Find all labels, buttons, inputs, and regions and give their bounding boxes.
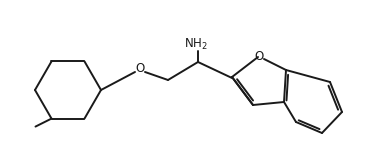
Text: O: O — [254, 49, 264, 62]
Text: NH$_2$: NH$_2$ — [184, 36, 208, 52]
Text: O: O — [135, 62, 145, 75]
